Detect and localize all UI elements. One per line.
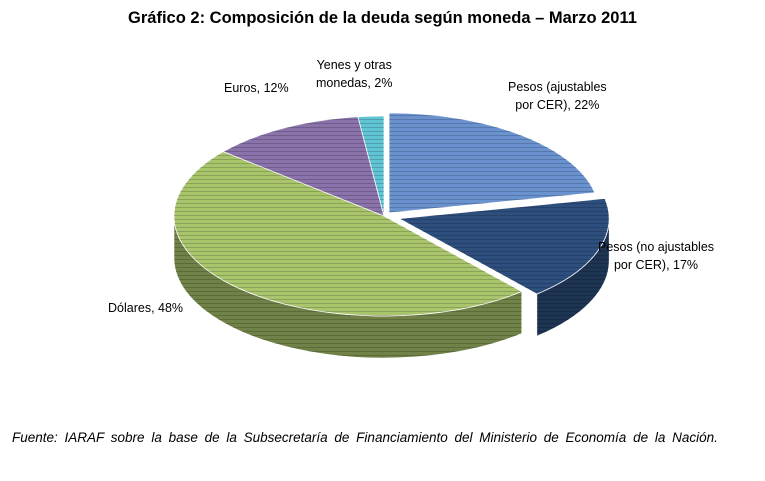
source-note: Fuente: IARAF sobre la base de la Subsec… xyxy=(12,430,718,445)
slice-side-stripes-pesos-no-ajustables-por-cer xyxy=(536,218,610,337)
slice-label-pesos-no-cer: Pesos (no ajustables por CER), 17% xyxy=(598,238,714,274)
slice-stripes-euros xyxy=(223,116,384,216)
slice-side-stripes-dolares xyxy=(174,216,522,358)
slice-label-line: por CER), 22% xyxy=(515,98,600,112)
slice-stripes-yenes-y-otras-monedas xyxy=(357,116,384,216)
chart-title: Gráfico 2: Composición de la deuda según… xyxy=(128,9,637,27)
slice-label-line: monedas, 2% xyxy=(316,76,393,90)
slice-label-yenes: Yenes y otras monedas, 2% xyxy=(316,56,392,92)
slice-stripes-pesos-ajustables-por-cer xyxy=(389,112,595,213)
slice-label-line: Pesos (no ajustables xyxy=(598,240,715,254)
slice-label-line: Euros, 12% xyxy=(224,81,289,95)
slice-label-euros: Euros, 12% xyxy=(224,79,289,97)
slice-stripes-dolares xyxy=(173,151,522,317)
slice-label-line: Pesos (ajustables xyxy=(508,80,607,94)
slice-label-line: Dólares, 48% xyxy=(108,301,184,315)
slice-stripes-pesos-no-ajustables-por-cer xyxy=(399,198,610,295)
slice-label-dolares: Dólares, 48% xyxy=(108,299,183,317)
slice-label-line: Yenes y otras xyxy=(316,58,392,72)
slice-label-line: por CER), 17% xyxy=(613,258,699,272)
slice-label-pesos-cer: Pesos (ajustables por CER), 22% xyxy=(508,78,607,114)
pie-chart xyxy=(173,112,610,359)
